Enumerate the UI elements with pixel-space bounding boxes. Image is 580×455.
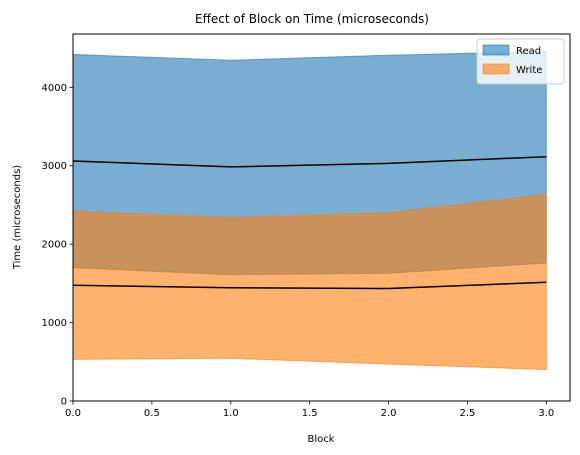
y-axis-label: Time (microseconds) [12, 165, 23, 270]
x-tick-label: 2.0 [381, 408, 397, 419]
y-axis: 0 1000 2000 3000 4000 [42, 83, 73, 408]
legend-label-write: Write [516, 65, 542, 76]
mean-line-read [72, 155, 547, 168]
plot-frame [72, 33, 571, 402]
bands-layer [72, 50, 547, 371]
y-tick-label: 3000 [42, 161, 67, 172]
x-tick-label: 0.5 [144, 408, 160, 419]
legend-swatch-read [482, 44, 510, 56]
x-tick-label: 3.0 [538, 408, 554, 419]
y-tick-label: 1000 [42, 318, 67, 329]
band-write [72, 193, 547, 371]
legend-swatch-write [482, 63, 510, 75]
legend: Read Write [476, 38, 565, 85]
y-tick-label: 4000 [42, 83, 67, 94]
x-tick-label: 0.0 [65, 408, 81, 419]
x-axis-label: Block [307, 434, 334, 445]
y-tick-label: 0 [61, 397, 67, 408]
x-tick-label: 2.5 [459, 408, 475, 419]
mean-line-write [72, 281, 547, 290]
x-axis: 0.0 0.5 1.0 1.5 2.0 2.5 3.0 [65, 401, 554, 419]
x-tick-label: 1.5 [302, 408, 318, 419]
chart-title: Effect of Block on Time (microseconds) [195, 12, 429, 26]
legend-label-read: Read [516, 46, 541, 57]
mean-lines-layer [72, 155, 547, 290]
y-tick-label: 2000 [42, 240, 67, 251]
x-tick-label: 1.0 [223, 408, 239, 419]
